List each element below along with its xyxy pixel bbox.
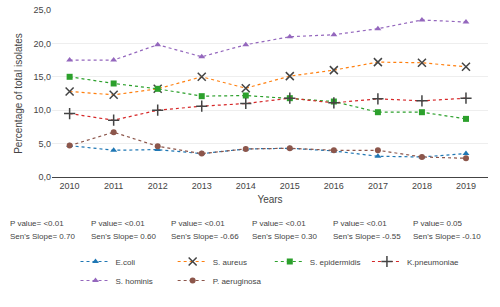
- svg-text:5,0: 5,0: [38, 139, 51, 149]
- svg-text:Sen's Slope= 0.30: Sen's Slope= 0.30: [252, 232, 317, 241]
- svg-text:10,0: 10,0: [33, 105, 51, 115]
- svg-text:Sen's Slope= 0.70: Sen's Slope= 0.70: [10, 232, 75, 241]
- svg-text:2012: 2012: [148, 181, 168, 191]
- svg-text:P value= <0.01: P value= <0.01: [10, 219, 64, 228]
- svg-text:P. aeruginosa: P. aeruginosa: [213, 277, 262, 286]
- svg-text:2013: 2013: [192, 181, 212, 191]
- svg-text:S. aureus: S. aureus: [213, 258, 247, 267]
- svg-text:2017: 2017: [368, 181, 388, 191]
- svg-text:2015: 2015: [280, 181, 300, 191]
- svg-text:P value= <0.01: P value= <0.01: [333, 219, 387, 228]
- svg-text:Sen's Slope= -0.10: Sen's Slope= -0.10: [413, 232, 481, 241]
- svg-text:E.coli: E.coli: [116, 258, 136, 267]
- svg-text:0,0: 0,0: [38, 172, 51, 182]
- svg-text:20,0: 20,0: [33, 39, 51, 49]
- svg-text:S. epidermidis: S. epidermidis: [310, 258, 361, 267]
- svg-text:2016: 2016: [324, 181, 344, 191]
- svg-text:15,0: 15,0: [33, 72, 51, 82]
- svg-text:Sen's Slope= 0.60: Sen's Slope= 0.60: [91, 232, 156, 241]
- svg-text:P value= 0.05: P value= 0.05: [413, 219, 463, 228]
- svg-text:K.pneumoniae: K.pneumoniae: [407, 258, 459, 267]
- svg-text:2011: 2011: [104, 181, 123, 191]
- svg-text:S. hominis: S. hominis: [116, 277, 153, 286]
- svg-text:Percentage of total isolates: Percentage of total isolates: [13, 33, 24, 154]
- svg-text:P value= <0.01: P value= <0.01: [91, 219, 145, 228]
- svg-text:P value= <0.01: P value= <0.01: [252, 219, 306, 228]
- svg-text:Years: Years: [257, 194, 282, 205]
- svg-text:Sen's Slope= -0.55: Sen's Slope= -0.55: [333, 232, 401, 241]
- svg-text:2010: 2010: [60, 181, 80, 191]
- svg-text:25,0: 25,0: [33, 5, 51, 15]
- svg-text:2018: 2018: [412, 181, 432, 191]
- svg-text:P value= <0.01: P value= <0.01: [171, 219, 225, 228]
- svg-text:2019: 2019: [456, 181, 476, 191]
- svg-text:2014: 2014: [236, 181, 256, 191]
- svg-text:Sen's Slope= -0.66: Sen's Slope= -0.66: [171, 232, 239, 241]
